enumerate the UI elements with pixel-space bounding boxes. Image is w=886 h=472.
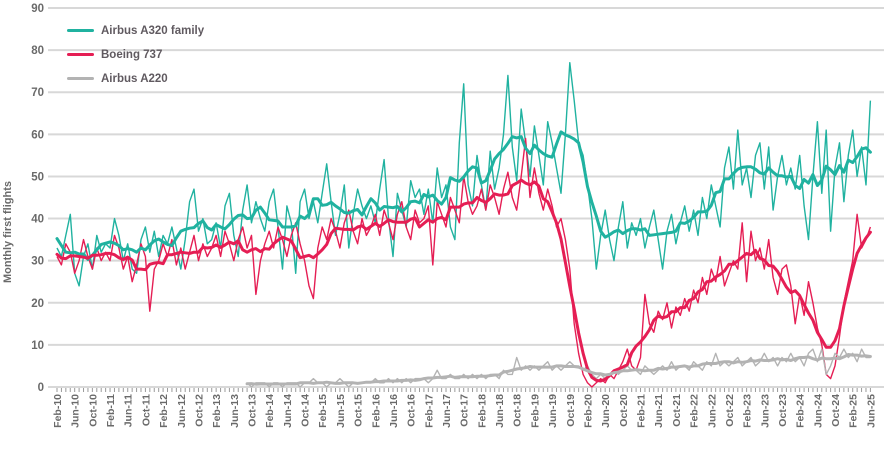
legend: Airbus A320 family Boeing 737 Airbus A22… bbox=[67, 24, 204, 85]
a220-line-swatch-icon bbox=[67, 77, 94, 80]
legend-label: Airbus A220 bbox=[101, 72, 168, 85]
legend-item-boeing-737: Boeing 737 bbox=[67, 48, 204, 61]
svg-text:Feb-15: Feb-15 bbox=[317, 394, 329, 428]
svg-text:Oct-19: Oct-19 bbox=[565, 394, 577, 427]
svg-text:Oct-16: Oct-16 bbox=[406, 394, 418, 427]
svg-text:Oct-14: Oct-14 bbox=[300, 394, 312, 427]
svg-text:Oct-12: Oct-12 bbox=[193, 394, 205, 427]
svg-text:Jun-13: Jun-13 bbox=[229, 394, 241, 428]
svg-text:Jun-11: Jun-11 bbox=[123, 394, 135, 427]
svg-text:Feb-13: Feb-13 bbox=[211, 394, 223, 428]
a320-line-swatch-icon bbox=[67, 29, 94, 32]
svg-text:Feb-19: Feb-19 bbox=[529, 394, 541, 428]
svg-text:Feb-14: Feb-14 bbox=[264, 394, 276, 428]
series-airbus-a320-family-trend-line bbox=[55, 130, 872, 261]
svg-text:Oct-11: Oct-11 bbox=[140, 394, 152, 426]
legend-item-airbus-a220: Airbus A220 bbox=[67, 72, 204, 85]
y-axis-labels: 0 10 20 30 40 50 60 70 80 90 bbox=[31, 3, 44, 394]
boeing-737-line-swatch-icon bbox=[67, 53, 94, 56]
svg-text:Feb-25: Feb-25 bbox=[848, 394, 860, 428]
svg-text:30: 30 bbox=[31, 256, 44, 268]
y-axis-title: Monthly first flights bbox=[2, 180, 14, 284]
svg-text:Feb-23: Feb-23 bbox=[742, 394, 754, 428]
svg-text:80: 80 bbox=[31, 45, 44, 57]
svg-text:Oct-21: Oct-21 bbox=[671, 394, 683, 427]
svg-text:20: 20 bbox=[31, 298, 44, 310]
svg-text:Oct-23: Oct-23 bbox=[777, 394, 789, 427]
series-airbus-a320-family-monthly-line bbox=[56, 62, 872, 287]
svg-text:Feb-18: Feb-18 bbox=[476, 394, 488, 428]
svg-text:60: 60 bbox=[31, 129, 44, 141]
legend-item-airbus-a320-family: Airbus A320 family bbox=[67, 24, 204, 37]
svg-text:Oct-10: Oct-10 bbox=[87, 394, 99, 427]
svg-text:Oct-17: Oct-17 bbox=[459, 394, 471, 427]
legend-label: Airbus A320 family bbox=[101, 24, 205, 37]
svg-text:Oct-18: Oct-18 bbox=[512, 394, 524, 427]
svg-text:Feb-10: Feb-10 bbox=[52, 394, 64, 428]
legend-label: Boeing 737 bbox=[101, 48, 163, 61]
svg-text:Jun-18: Jun-18 bbox=[494, 394, 506, 428]
svg-text:Feb-24: Feb-24 bbox=[795, 394, 807, 428]
svg-text:Jun-25: Jun-25 bbox=[865, 394, 877, 428]
svg-text:Oct-20: Oct-20 bbox=[618, 394, 630, 427]
svg-text:Feb-22: Feb-22 bbox=[689, 394, 701, 428]
series-airbus-a220-trend-line bbox=[245, 353, 872, 386]
svg-text:Jun-17: Jun-17 bbox=[441, 394, 453, 428]
svg-text:50: 50 bbox=[31, 171, 44, 183]
svg-text:Oct-24: Oct-24 bbox=[830, 394, 842, 427]
svg-text:Feb-12: Feb-12 bbox=[158, 394, 170, 428]
svg-text:0: 0 bbox=[38, 382, 44, 394]
svg-text:Jun-20: Jun-20 bbox=[600, 394, 612, 428]
svg-text:Feb-20: Feb-20 bbox=[582, 394, 594, 428]
svg-text:Oct-15: Oct-15 bbox=[353, 394, 365, 427]
svg-text:Jun-19: Jun-19 bbox=[547, 394, 559, 428]
svg-text:Jun-23: Jun-23 bbox=[759, 394, 771, 428]
svg-text:Jun-21: Jun-21 bbox=[653, 394, 665, 428]
svg-text:Feb-17: Feb-17 bbox=[423, 394, 435, 428]
x-axis-labels: Feb-10 Jun-10 Oct-10 Feb-11 Jun-11 Oct-11 Feb-… bbox=[52, 394, 877, 428]
svg-text:Feb-21: Feb-21 bbox=[636, 394, 648, 428]
x-axis-ticks bbox=[56, 388, 871, 392]
svg-text:Oct-13: Oct-13 bbox=[247, 394, 259, 427]
svg-text:Jun-15: Jun-15 bbox=[335, 394, 347, 428]
svg-text:Jun-12: Jun-12 bbox=[176, 394, 188, 428]
svg-text:Jun-22: Jun-22 bbox=[706, 394, 718, 428]
svg-text:Jun-10: Jun-10 bbox=[70, 394, 82, 428]
svg-text:Jun-14: Jun-14 bbox=[282, 394, 294, 428]
series-airbus-a220-monthly-line bbox=[246, 348, 871, 388]
svg-text:Feb-16: Feb-16 bbox=[370, 394, 382, 428]
svg-text:90: 90 bbox=[31, 3, 44, 15]
svg-text:Jun-24: Jun-24 bbox=[812, 394, 824, 428]
svg-text:Feb-11: Feb-11 bbox=[105, 394, 117, 427]
svg-text:Oct-22: Oct-22 bbox=[724, 394, 736, 427]
svg-text:40: 40 bbox=[31, 214, 44, 226]
svg-text:Jun-16: Jun-16 bbox=[388, 394, 400, 428]
svg-text:70: 70 bbox=[31, 87, 44, 99]
svg-text:10: 10 bbox=[31, 340, 44, 352]
series-boeing-737-trend-line bbox=[55, 178, 872, 383]
